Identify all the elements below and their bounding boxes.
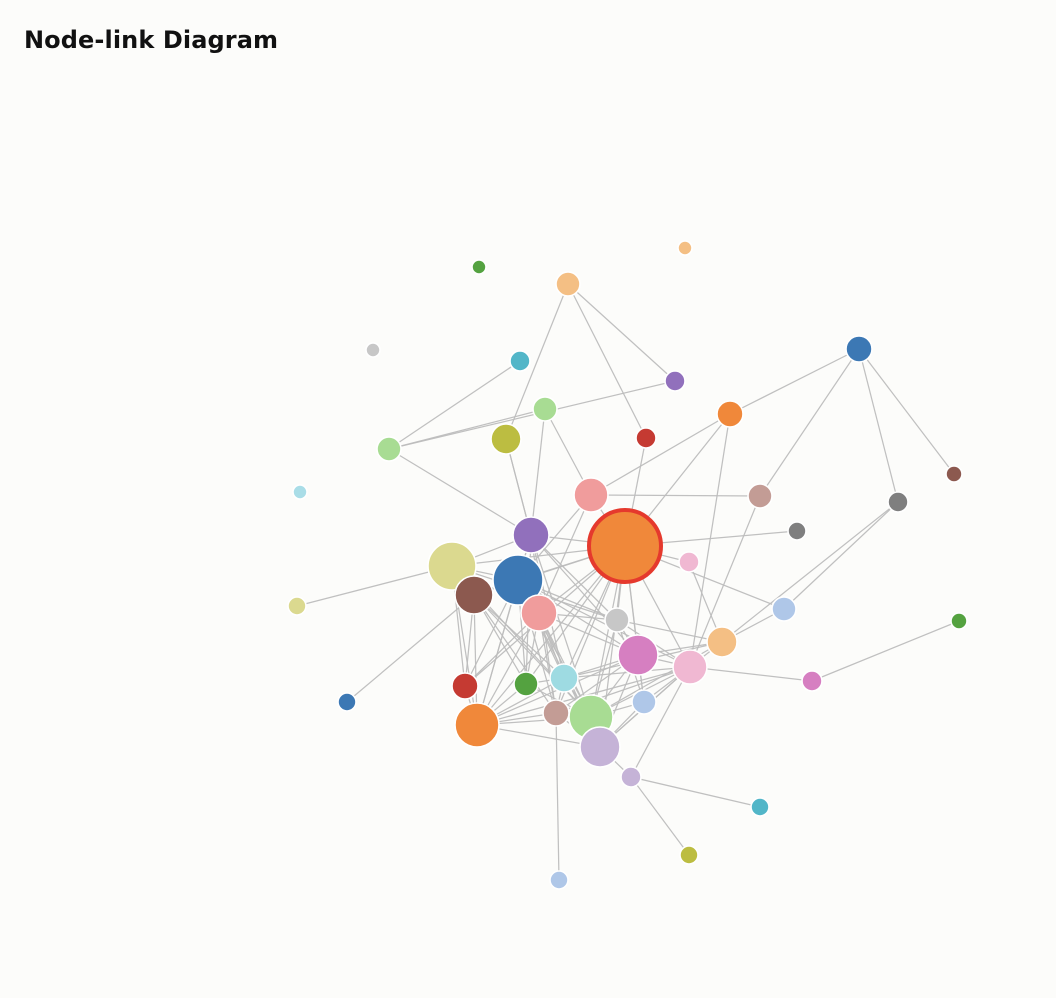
node-circle[interactable] [747, 483, 773, 509]
edge-link [530, 408, 546, 536]
node-circle[interactable] [950, 612, 968, 630]
edge-link [346, 594, 475, 703]
edge-link [689, 495, 761, 668]
edge-link [759, 348, 860, 497]
node-circle[interactable] [801, 670, 823, 692]
edge-link [388, 360, 521, 450]
edge-link [473, 594, 592, 718]
node-circle[interactable] [604, 607, 630, 633]
node-circle[interactable] [771, 596, 797, 622]
node-circle[interactable] [678, 551, 700, 573]
node-circle[interactable] [509, 350, 531, 372]
node-circle[interactable] [677, 240, 693, 256]
edge-link [811, 620, 960, 682]
node-circle[interactable] [845, 335, 873, 363]
node-circle[interactable] [750, 797, 770, 817]
node-circle[interactable] [490, 423, 522, 455]
node-circle[interactable] [376, 436, 402, 462]
edge-link [721, 501, 899, 643]
node-circle[interactable] [471, 259, 487, 275]
edge-link [616, 619, 723, 643]
node-circle[interactable] [617, 634, 659, 676]
node-circle[interactable] [549, 870, 569, 890]
edge-link [630, 666, 691, 778]
node-circle[interactable] [365, 342, 381, 358]
node-circle[interactable] [573, 477, 609, 513]
node-circle[interactable] [287, 596, 307, 616]
edge-link [783, 501, 899, 610]
node-circle[interactable] [664, 370, 686, 392]
edge-link [530, 534, 592, 718]
edge-link [590, 413, 731, 496]
node-circle[interactable] [706, 626, 738, 658]
node-circle[interactable] [945, 465, 963, 483]
node-circle[interactable] [549, 663, 579, 693]
node-circle[interactable] [542, 699, 570, 727]
node-circle[interactable] [631, 689, 657, 715]
node-circle[interactable] [454, 575, 494, 615]
edge-link [630, 776, 761, 808]
edge-link [630, 776, 690, 856]
node-circle[interactable] [292, 484, 308, 500]
edge-link [689, 666, 813, 682]
node-circle[interactable] [513, 671, 539, 697]
node-circle[interactable] [787, 521, 807, 541]
edge-link [517, 579, 691, 668]
edge-link [388, 448, 532, 536]
edge-link [858, 348, 899, 503]
edge-link [530, 534, 618, 621]
node-circle[interactable] [454, 702, 500, 748]
page-title: Node-link Diagram [24, 26, 279, 54]
edge-link [538, 494, 592, 614]
edge-link [476, 545, 626, 726]
edge-link [555, 712, 560, 881]
edge-link [530, 534, 639, 656]
node-circle[interactable] [620, 766, 642, 788]
node-circle[interactable] [716, 400, 744, 428]
node-circle[interactable] [337, 692, 357, 712]
node-circle[interactable] [887, 491, 909, 513]
node-circle[interactable] [512, 516, 550, 554]
edge-link [505, 283, 569, 440]
node-circle[interactable] [492, 554, 544, 606]
edge-link [473, 594, 557, 714]
edge-link [858, 348, 955, 475]
node-circle[interactable] [672, 649, 708, 685]
node-circle[interactable] [520, 594, 558, 632]
edge-link [567, 283, 676, 382]
edge-link [567, 283, 647, 439]
node-circle[interactable] [635, 427, 657, 449]
edge-link [689, 413, 731, 668]
node-circle[interactable] [532, 396, 558, 422]
node-layer [287, 240, 968, 890]
edge-link [729, 348, 860, 415]
node-circle[interactable] [555, 271, 581, 297]
selected-node-circle[interactable] [587, 508, 663, 584]
edge-link [590, 494, 761, 497]
node-circle[interactable] [679, 845, 699, 865]
node-circle[interactable] [579, 726, 621, 768]
edge-link [388, 380, 676, 450]
node-circle[interactable] [451, 672, 479, 700]
edge-link [296, 565, 453, 607]
